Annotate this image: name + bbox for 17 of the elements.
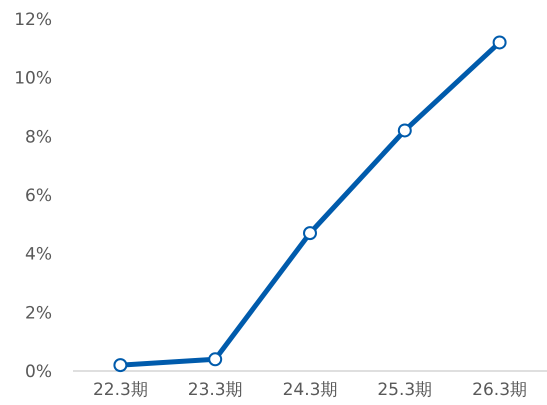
x-tick-label: 24.3期 xyxy=(282,380,338,400)
point xyxy=(492,35,507,50)
point xyxy=(208,352,222,366)
x-tick-label: 23.3期 xyxy=(188,380,243,400)
y-tick-label: 12% xyxy=(14,10,52,30)
y-tick-label: 0% xyxy=(25,362,52,382)
x-tick-label: 22.3期 xyxy=(92,380,148,400)
y-tick-label: 2% xyxy=(25,303,52,324)
point xyxy=(113,358,128,372)
point xyxy=(303,226,317,240)
y-tick-label: 10% xyxy=(14,68,52,89)
x-tick-label: 25.3期 xyxy=(377,380,432,400)
y-tick-label: 6% xyxy=(25,186,52,206)
y-tick-label: 4% xyxy=(25,244,52,265)
x-tick-label: 26.3期 xyxy=(472,380,528,400)
y-tick-label: 8% xyxy=(25,127,52,148)
point xyxy=(398,123,412,138)
